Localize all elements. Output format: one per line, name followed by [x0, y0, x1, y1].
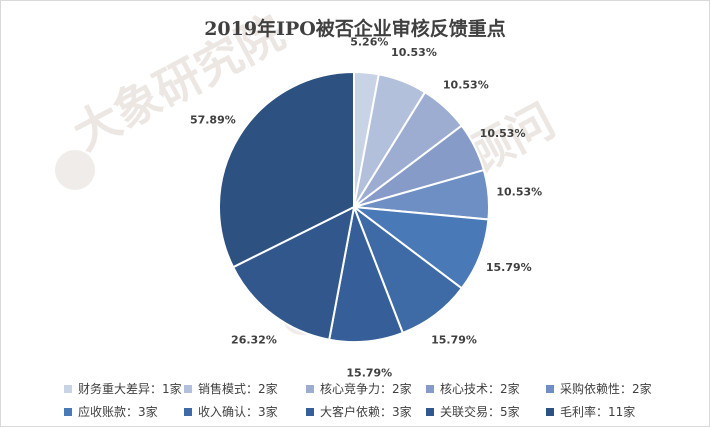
legend-item: 核心竞争力：2家	[306, 380, 426, 397]
legend-swatch	[64, 407, 72, 416]
data-label: 5.26%	[350, 36, 388, 49]
data-label: 26.32%	[231, 333, 277, 346]
legend-label: 核心竞争力：2家	[320, 382, 412, 396]
legend-item: 毛利率：11家	[546, 403, 686, 420]
legend-label: 关联交易：5家	[440, 405, 520, 419]
legend-label: 大客户依赖：3家	[320, 405, 412, 419]
legend-label: 收入确认：3家	[198, 405, 278, 419]
legend-label: 核心技术：2家	[440, 382, 520, 396]
legend-swatch	[306, 384, 314, 393]
watermark-logo	[55, 150, 95, 190]
legend-label: 应收账款：3家	[78, 405, 158, 419]
legend-item: 应收账款：3家	[64, 403, 184, 420]
data-label: 15.79%	[486, 261, 532, 274]
legend-item: 关联交易：5家	[426, 403, 546, 420]
legend-swatch	[64, 384, 72, 393]
data-label: 10.53%	[391, 46, 437, 59]
legend-label: 采购依赖性：2家	[560, 382, 652, 396]
legend-swatch	[184, 384, 192, 393]
legend-swatch	[546, 384, 554, 393]
data-label: 10.53%	[443, 78, 489, 91]
chart-title: 2019年IPO被否企业审核反馈重点	[204, 18, 506, 40]
data-label: 10.53%	[480, 127, 526, 140]
data-label: 15.79%	[431, 333, 477, 346]
legend-item: 核心技术：2家	[426, 380, 546, 397]
legend-label: 销售模式：2家	[198, 382, 278, 396]
legend-item: 销售模式：2家	[184, 380, 306, 397]
data-label: 10.53%	[496, 186, 542, 199]
legend-item: 采购依赖性：2家	[546, 380, 686, 397]
legend-swatch	[426, 384, 434, 393]
pie-slice	[231, 205, 356, 341]
legend-label: 毛利率：11家	[560, 405, 636, 419]
data-label: 15.79%	[346, 366, 392, 379]
pie-slice	[218, 70, 355, 269]
legend-item: 大客户依赖：3家	[306, 403, 426, 420]
legend-swatch	[306, 407, 314, 416]
data-label: 57.89%	[190, 114, 236, 127]
legend-swatch	[426, 407, 434, 416]
legend-swatch	[184, 407, 192, 416]
legend-swatch	[546, 407, 554, 416]
legend-label: 财务重大差异：1家	[78, 382, 182, 396]
legend-item: 财务重大差异：1家	[64, 380, 184, 397]
legend-item: 收入确认：3家	[184, 403, 306, 420]
legend: 财务重大差异：1家 销售模式：2家 核心竞争力：2家 核心技术：2家 采购依赖性：2家应…	[64, 380, 704, 420]
